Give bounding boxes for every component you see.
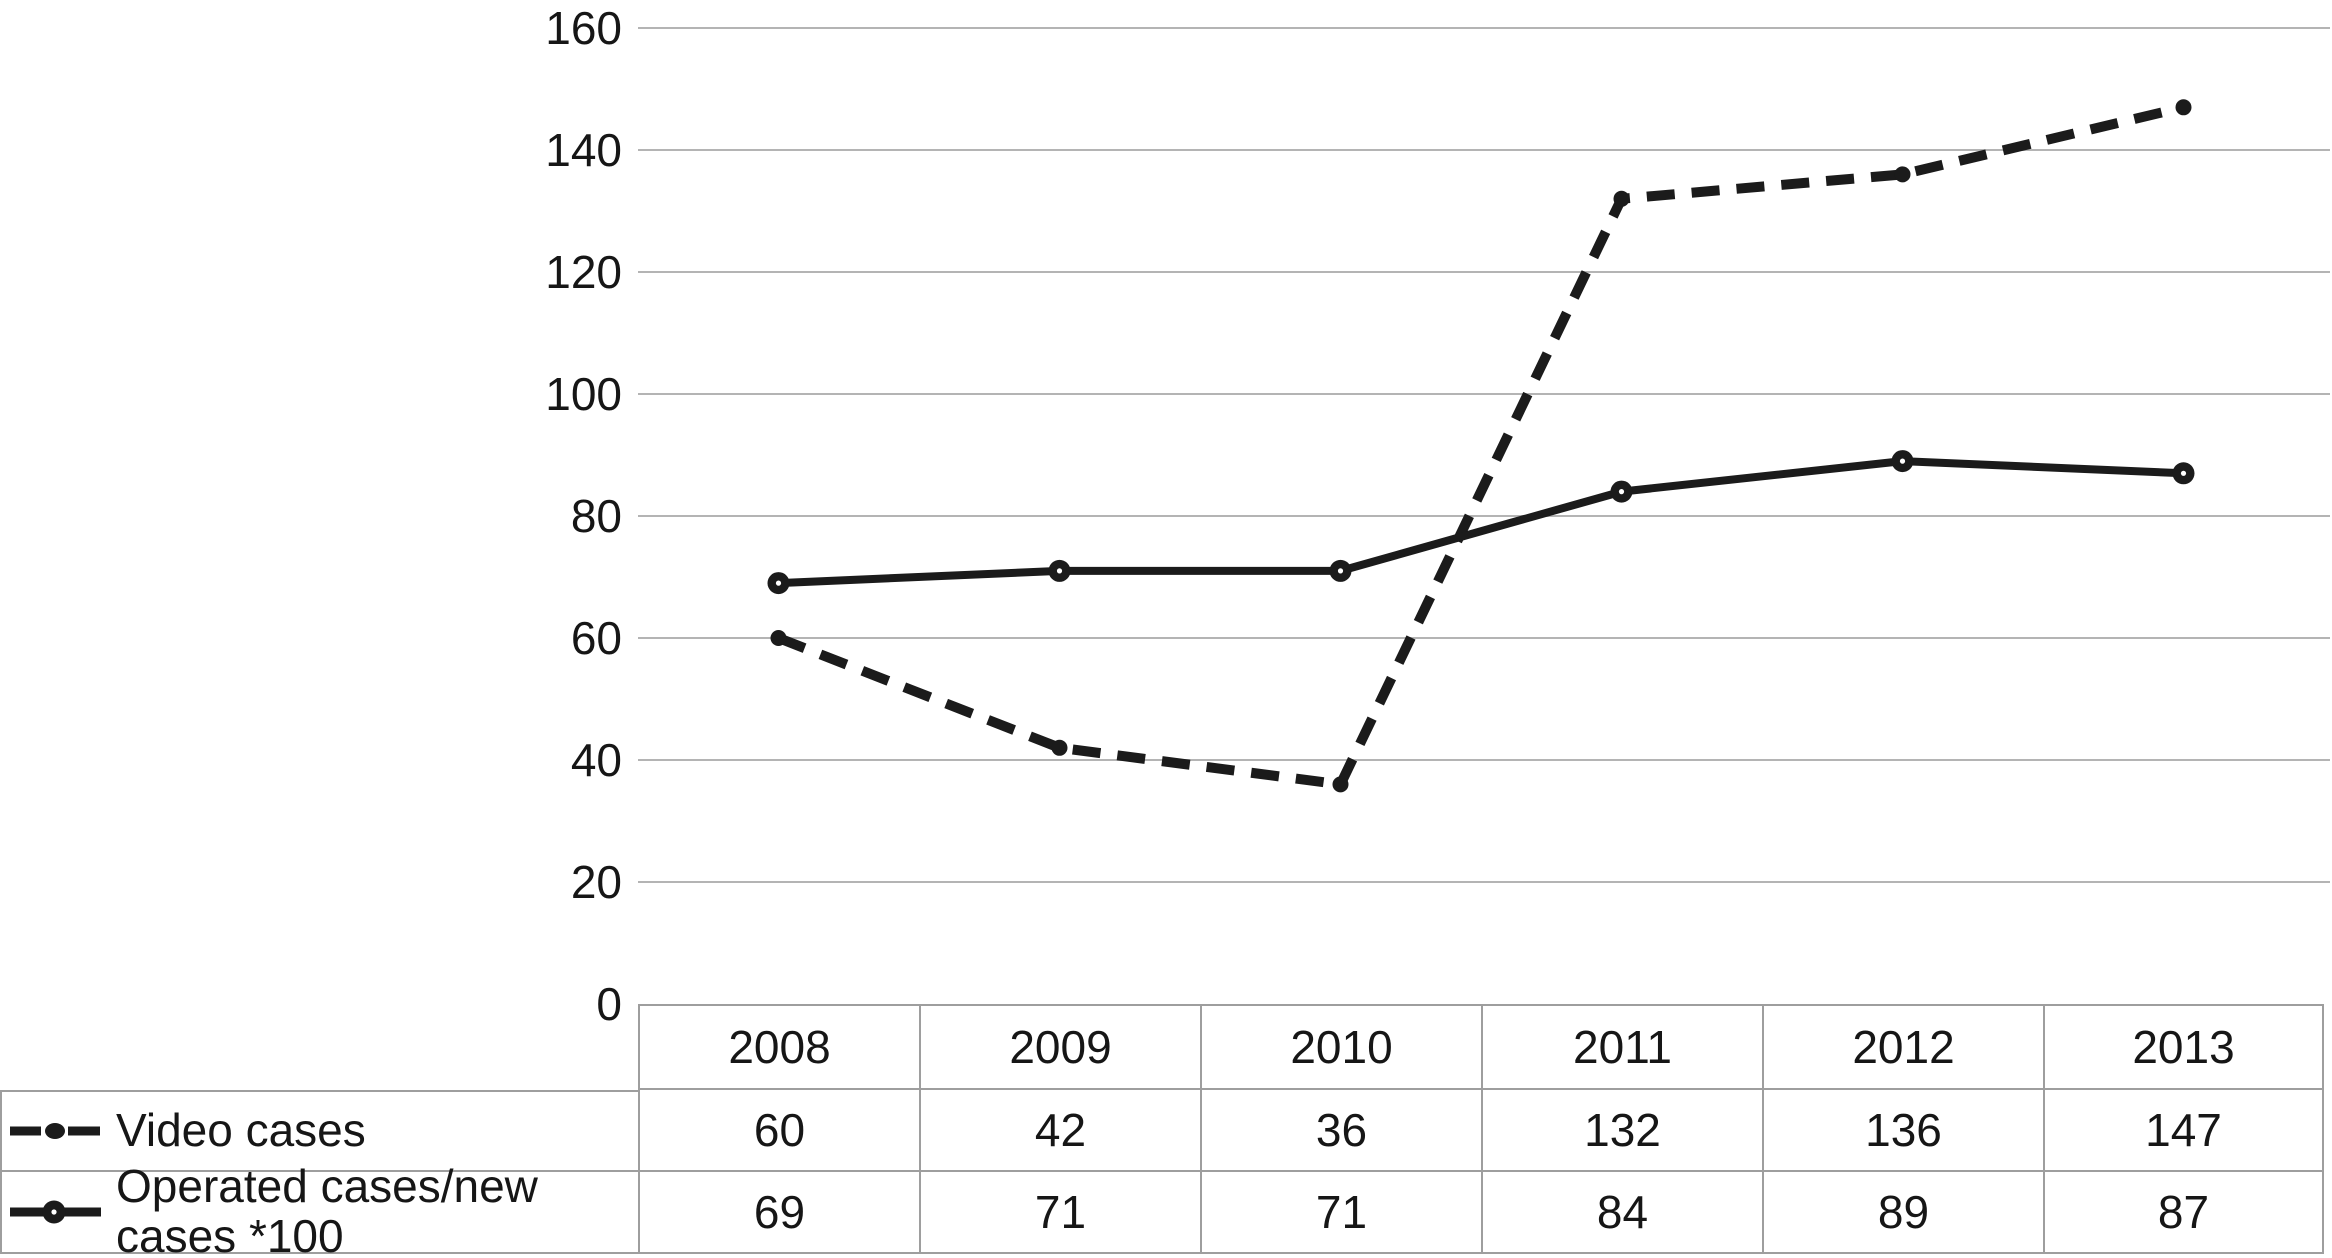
operated-cases-new-cases-100-row: Operated cases/new cases *100 69 71 71 84 89 8… (0, 1161, 2324, 1258)
legend-dot-center-icon (51, 1209, 57, 1215)
video-cases-value-cell: 42 (919, 1090, 1200, 1172)
year-header-cell: 2009 (919, 1004, 1200, 1090)
video-cases-value-cell: 147 (2043, 1090, 2324, 1172)
operated-cases-new-cases-100-value-cell: 87 (2043, 1172, 2324, 1254)
y-axis-tick-label: 0 (596, 978, 622, 1030)
operated-cases-new-cases-100-legend-marker-icon (10, 1200, 101, 1224)
operated-cases-new-cases-100-value-cell: 84 (1481, 1172, 1762, 1254)
operated-cases-new-cases-100-data-point-center (775, 580, 782, 586)
year-header-cell: 2012 (1762, 1004, 2043, 1090)
year-header-cell: 2010 (1200, 1004, 1481, 1090)
operated-cases-new-cases-100-line (774, 457, 2188, 588)
y-axis-tick-label: 20 (571, 856, 622, 908)
year-header-cell: 2011 (1481, 1004, 1762, 1090)
video-cases-row: Video cases 60 42 36 132 136 147 (0, 1090, 2324, 1172)
legend-dot-icon (45, 1123, 65, 1139)
operated-cases-new-cases-100-value-cell: 71 (919, 1172, 1200, 1254)
video-cases-line (776, 102, 2185, 790)
video-cases-legend-label: Video cases (116, 1104, 366, 1157)
video-cases-data-point (1613, 190, 1630, 207)
operated-cases-new-cases-100-data-point-center (1899, 458, 1906, 464)
year-header-row: 2008 2009 2010 2011 2012 2013 (0, 1004, 2324, 1090)
video-cases-data-point (1051, 739, 1068, 756)
video-cases-data-point (770, 630, 787, 646)
operated-cases-new-cases-100-value-cell: 89 (1762, 1172, 2043, 1254)
y-axis-tick-label: 160 (545, 2, 622, 54)
y-axis-tick-label: 140 (545, 124, 622, 176)
video-cases-data-point (2175, 99, 2192, 116)
video-cases-value-cell: 136 (1762, 1090, 2043, 1172)
y-axis-tick-label: 80 (571, 490, 622, 542)
operated-cases-new-cases-100-value-cell: 71 (1200, 1172, 1481, 1254)
year-header-cell: 2008 (638, 1004, 919, 1090)
video-cases-data-point (1332, 776, 1349, 793)
operated-cases-new-cases-100-data-point-center (2180, 470, 2187, 476)
year-header-cell: 2013 (2043, 1004, 2324, 1090)
y-axis-tick-label: 60 (571, 612, 622, 664)
video-cases-value-cell: 36 (1200, 1090, 1481, 1172)
operated-cases-new-cases-100-value-cell: 69 (638, 1172, 919, 1254)
operated-cases-new-cases-100-data-point-center (1056, 568, 1063, 574)
data-table: 2008 2009 2010 2011 2012 2013 Video cases 60 42 3… (0, 1004, 2324, 1258)
y-axis-tick-label: 100 (545, 368, 622, 420)
video-cases-value-cell: 60 (638, 1090, 919, 1172)
y-axis-tick-label: 40 (571, 734, 622, 786)
video-cases-legend-cell: Video cases (0, 1090, 638, 1172)
video-cases-value-cell: 132 (1481, 1090, 1762, 1172)
video-cases-data-point (1894, 166, 1911, 183)
y-axis-tick-label: 120 (545, 246, 622, 298)
operated-cases-new-cases-100-legend-label: Operated cases/new cases *100 (116, 1160, 538, 1258)
operated-cases-new-cases-100-data-point-center (1337, 568, 1344, 574)
operated-cases-new-cases-100-data-point-center (1618, 489, 1625, 495)
operated-cases-new-cases-100-legend-cell: Operated cases/new cases *100 (0, 1161, 638, 1258)
video-cases-legend-marker-icon (10, 1123, 100, 1139)
